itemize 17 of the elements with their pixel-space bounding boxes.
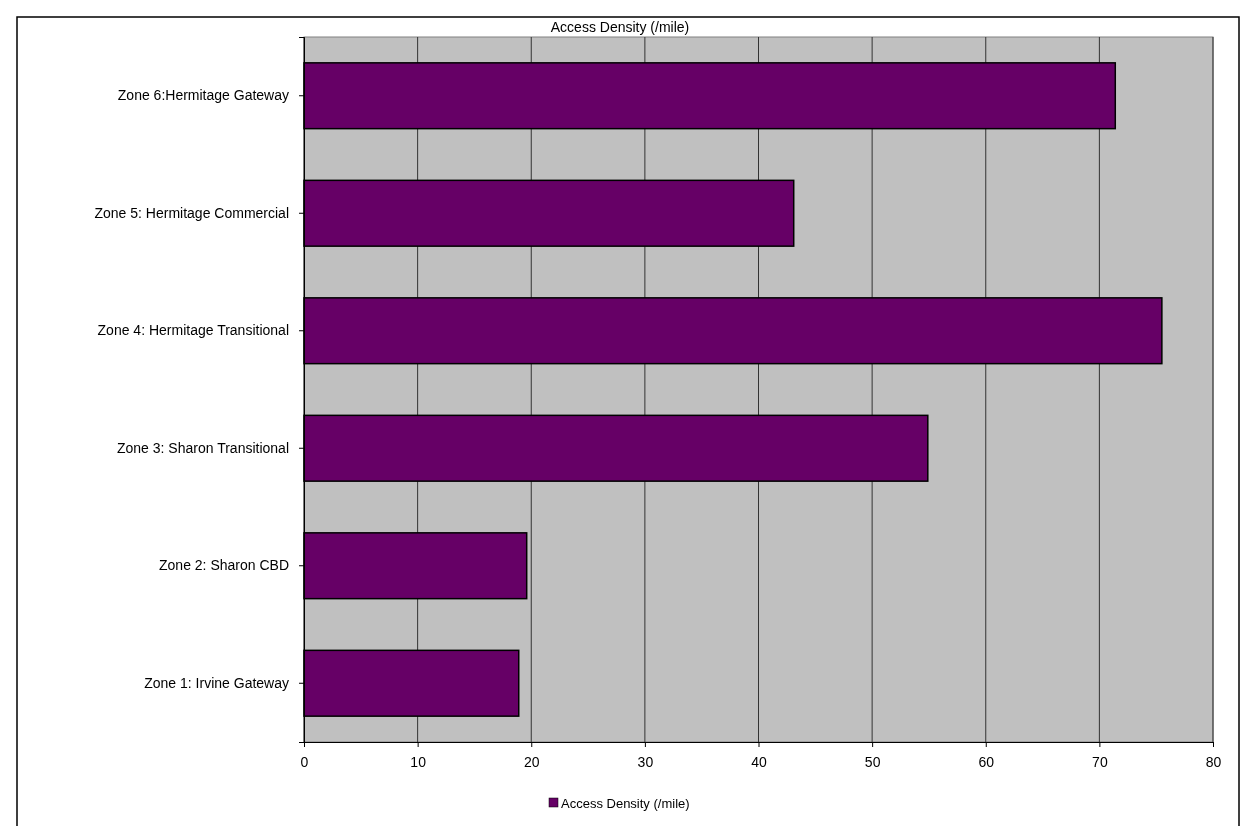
x-tick-label: 30 bbox=[637, 753, 654, 770]
x-tick-label: 10 bbox=[410, 753, 427, 770]
x-tick-label: 20 bbox=[523, 753, 540, 770]
y-tick-label: Zone 5: Hermitage Commercial bbox=[94, 204, 289, 221]
y-tick-label: Zone 2: Sharon CBD bbox=[159, 557, 289, 574]
x-tick-label: 60 bbox=[978, 753, 995, 770]
y-tick-label: Zone 6:Hermitage Gateway bbox=[117, 87, 289, 104]
x-tick-label: 50 bbox=[864, 753, 881, 770]
x-tick-label: 70 bbox=[1092, 753, 1108, 770]
y-tick-label: Zone 1: Irvine Gateway bbox=[144, 674, 289, 691]
y-tick-label: Zone 4: Hermitage Transitional bbox=[97, 322, 289, 339]
x-tick-label: 0 bbox=[300, 753, 309, 770]
chart-title: Access Density (/mile) bbox=[550, 19, 690, 35]
y-tick-label: Zone 3: Sharon Transitional bbox=[117, 439, 289, 456]
x-tick-label: 40 bbox=[751, 753, 767, 770]
x-tick-label: 80 bbox=[1205, 753, 1222, 770]
legend-label: Access Density (/mile) bbox=[561, 796, 690, 811]
